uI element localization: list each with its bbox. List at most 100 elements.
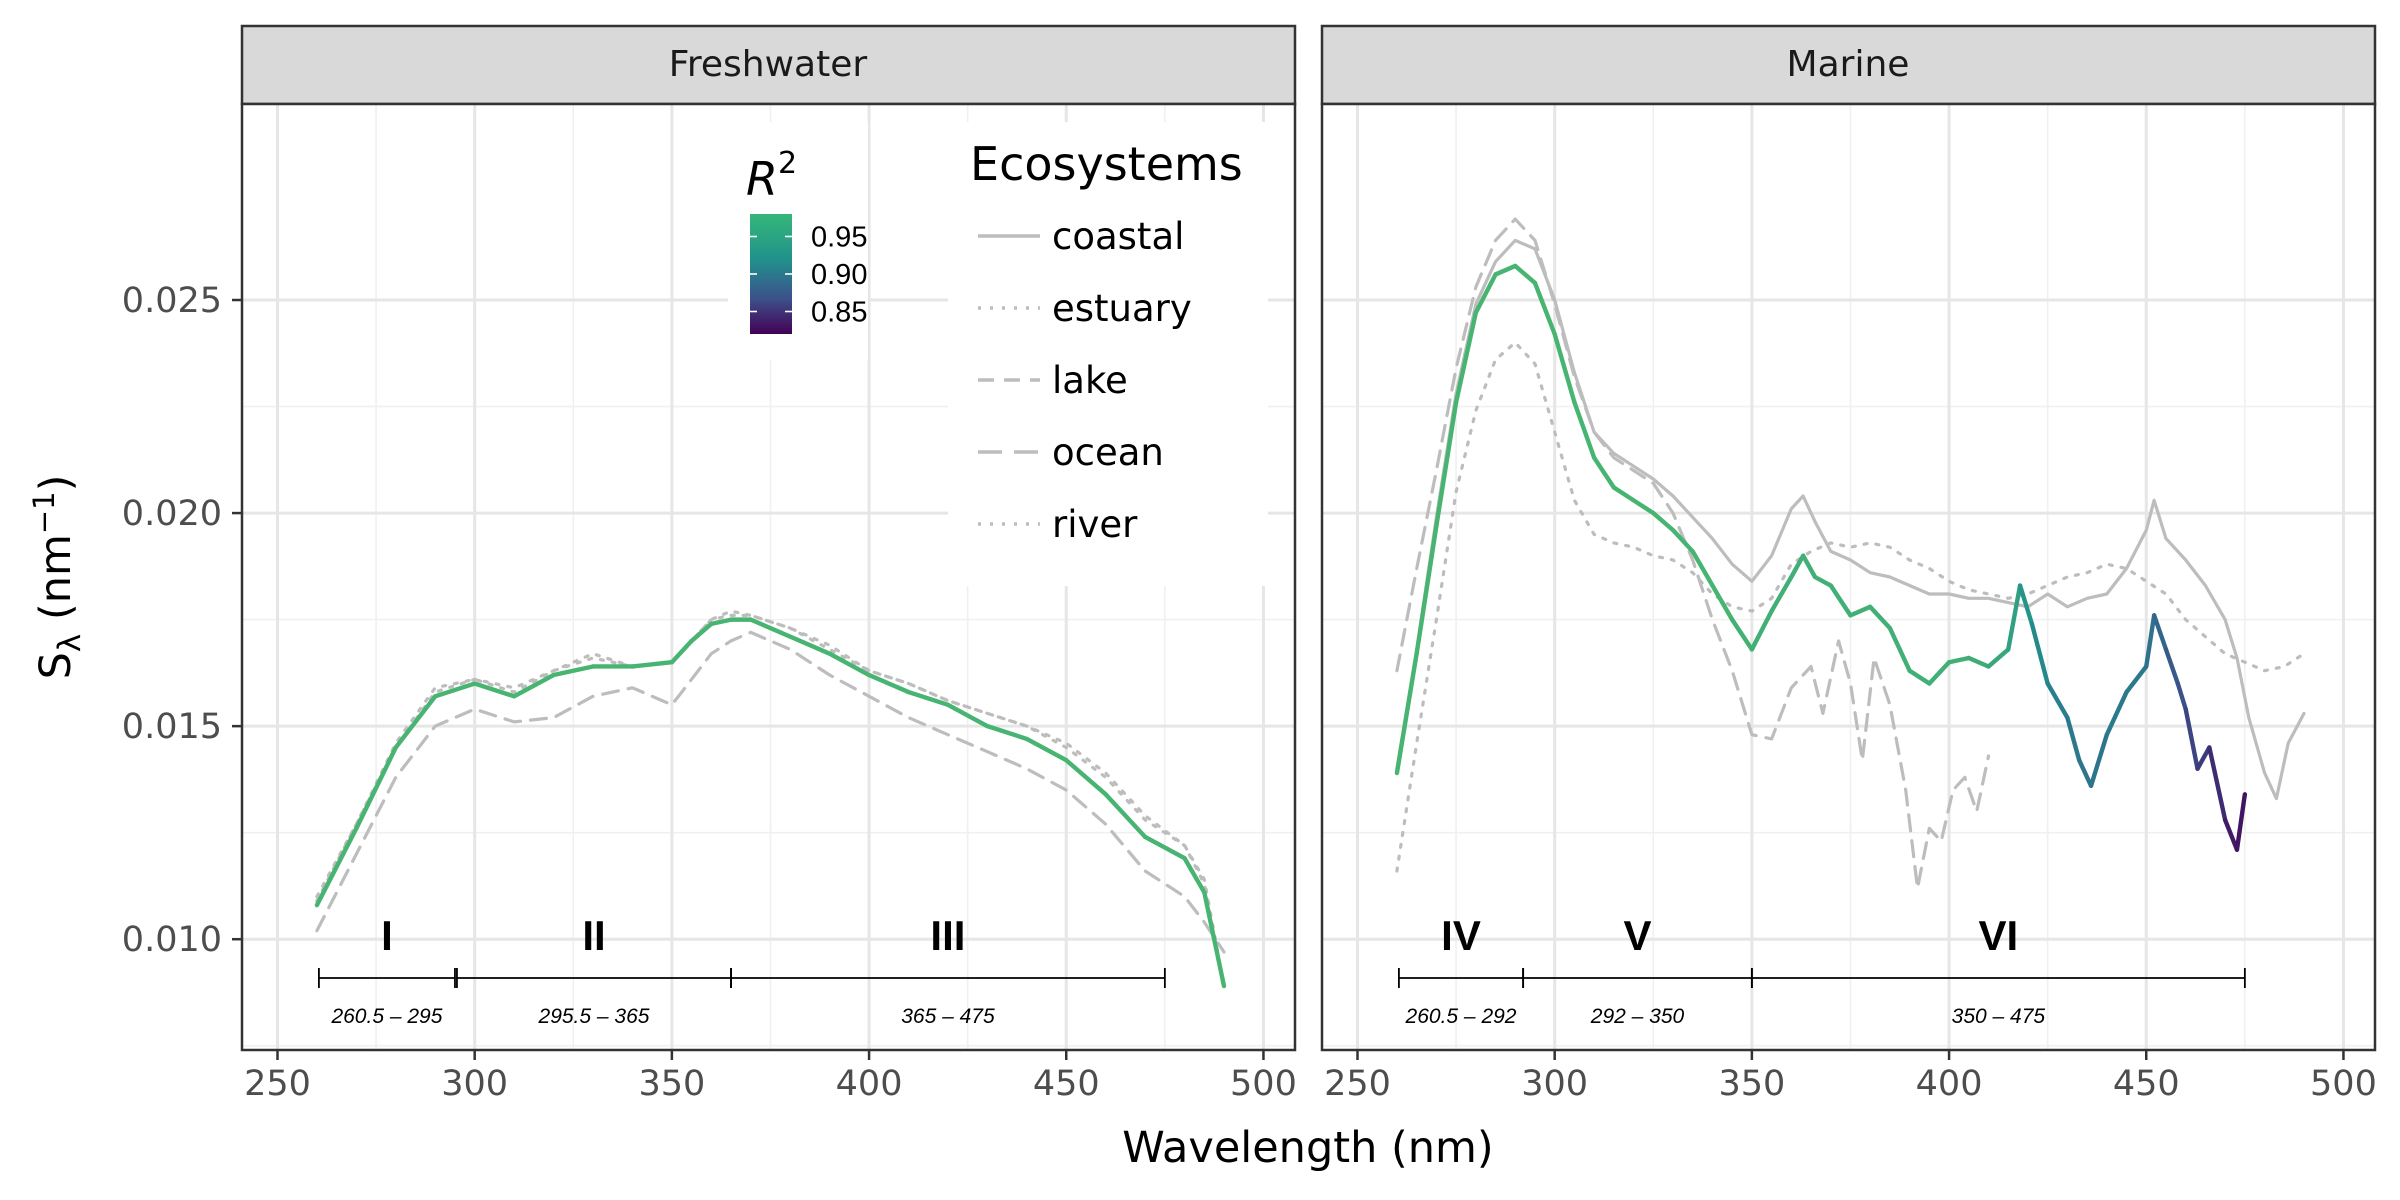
fit-line-segment xyxy=(2077,758,2094,789)
fit-line-segment xyxy=(1552,331,1577,405)
fit-line-segment xyxy=(2017,583,2035,627)
fit-line-segment xyxy=(551,664,596,678)
x-tick-label: 250 xyxy=(1324,1064,1391,1104)
fit-line-segment xyxy=(1651,510,1676,533)
region-label: III xyxy=(930,912,965,959)
fit-line-segment xyxy=(1434,400,1459,529)
region-range-label: 350 – 475 xyxy=(1952,1005,2046,1028)
strip-freshwater xyxy=(240,24,1297,106)
fit-line-segment xyxy=(1828,583,1853,618)
fit-line-segment xyxy=(2151,613,2169,652)
panel-border-freshwater xyxy=(240,102,1297,1052)
fit-line-segment xyxy=(709,617,734,627)
fit-line-segment xyxy=(1591,455,1617,490)
fit-line-segment xyxy=(2029,621,2050,686)
x-tick-label: 400 xyxy=(836,1064,903,1104)
fit-line-segment xyxy=(1690,549,1715,588)
fit-line-segment xyxy=(1473,272,1498,316)
fit-line-segment xyxy=(1789,553,1806,580)
fit-line-segment xyxy=(1907,668,1932,686)
fit-line-segment xyxy=(1453,310,1479,405)
fit-line-segment xyxy=(1611,485,1636,503)
fit-line-segment xyxy=(2234,792,2248,852)
series-line-estuary xyxy=(1395,341,2306,873)
fit-line-segment xyxy=(1867,604,1893,631)
legend-label-estuary: estuary xyxy=(1052,287,1192,330)
fit-line-segment xyxy=(1631,498,1656,516)
strip-title-marine: Marine xyxy=(1787,44,1910,85)
x-tick-label: 350 xyxy=(1718,1064,1785,1104)
colorbar-label: 0.95 xyxy=(811,222,867,254)
legend-label-lake: lake xyxy=(1052,359,1128,402)
x-tick-label: 300 xyxy=(1521,1064,1588,1104)
fit-line-segment xyxy=(1394,651,1419,776)
fit-line-segment xyxy=(314,826,359,908)
region-label: II xyxy=(582,912,605,959)
colorbar-label: 0.90 xyxy=(811,259,867,291)
fit-line-segment xyxy=(630,660,675,669)
fit-line-segment xyxy=(511,672,556,699)
x-tick-label: 300 xyxy=(441,1064,508,1104)
fit-line-segment xyxy=(1887,625,1912,673)
legend-background xyxy=(948,122,1268,586)
fit-line-segment xyxy=(2183,706,2200,771)
legend-items: coastal estuary lake ocean river xyxy=(978,215,1192,546)
colorbar-title: R2 xyxy=(746,146,797,206)
fit-line-segment xyxy=(787,634,832,656)
fit-line-segment xyxy=(1769,574,1794,614)
fit-line-segment xyxy=(1710,583,1735,622)
regions-marine: IV 260.5 – 292 V 292 – 350 VI 350 – 475 xyxy=(1398,912,2246,1028)
region-range-label: 260.5 – 292 xyxy=(1405,1005,1517,1028)
fit-line-segment xyxy=(1024,736,1069,763)
strip-title-freshwater: Freshwater xyxy=(669,44,868,85)
colorbar-ticks: 0.95 0.90 0.85 xyxy=(750,222,867,329)
fit-line-segment xyxy=(2124,664,2149,695)
fit-line-segment xyxy=(1513,263,1538,286)
fit-line-segment xyxy=(1572,400,1597,460)
y-axis-title: Sλ (nm−1) xyxy=(27,475,88,680)
fit-line-segment xyxy=(1182,856,1207,895)
x-tick-label: 450 xyxy=(1033,1064,1100,1104)
region-label: V xyxy=(1623,912,1651,959)
fit-line-segment xyxy=(2195,745,2212,771)
fit-line-segment xyxy=(689,621,714,644)
panel-marine: IV 260.5 – 292 V 292 – 350 VI 350 – 475 xyxy=(1320,102,2377,1052)
series-marine xyxy=(1394,217,2306,890)
region-range-label: 292 – 350 xyxy=(1590,1005,1685,1028)
x-tick-label: 450 xyxy=(2113,1064,2180,1104)
fit-line-segment xyxy=(1946,655,1971,665)
fit-line-segment xyxy=(1532,280,1557,337)
fit-line-segment xyxy=(393,694,438,750)
legend-label-ocean: ocean xyxy=(1052,431,1164,474)
x-axis-title: Wavelength (nm) xyxy=(1122,1123,1493,1173)
region-range-label: 295.5 – 365 xyxy=(538,1005,650,1028)
fit-line-segment xyxy=(1493,263,1518,277)
fit-line-segment xyxy=(1986,647,2011,669)
fit-line-segment xyxy=(1670,527,1695,554)
fit-line-segment xyxy=(2222,817,2240,852)
gridlines-marine xyxy=(1322,104,2375,1050)
legend-label-coastal: coastal xyxy=(1052,215,1184,258)
fit-line-segment xyxy=(985,723,1030,742)
colorbar-legend: R2 0.95 0.90 0.85 xyxy=(728,122,868,360)
fit-line-segment xyxy=(1414,523,1439,656)
fit-line-segment xyxy=(1729,617,1755,652)
panel-border-marine xyxy=(1320,102,2377,1052)
fit-line-segment xyxy=(2104,689,2129,737)
fit-line-segment xyxy=(945,702,990,729)
fit-line-segment xyxy=(1966,655,1991,669)
fit-line-segment xyxy=(866,672,911,695)
y-tick-label: 0.025 xyxy=(122,281,222,321)
colorbar-label: 0.85 xyxy=(811,297,867,329)
region-label: VI xyxy=(1979,912,2019,959)
x-tick-label: 400 xyxy=(1916,1064,1983,1104)
legend-title: Ecosystems xyxy=(970,137,1243,191)
fit-line-segment xyxy=(906,689,951,708)
axes: 250 300 350 400 450 500 0.010 0.015 0.020 0.025 25… xyxy=(122,281,2377,1104)
strip-marine xyxy=(1320,24,2377,106)
fit-line-segment xyxy=(1103,792,1148,840)
series-line-ocean xyxy=(1395,217,1991,890)
x-tick-label: 500 xyxy=(2310,1064,2377,1104)
y-tick-label: 0.010 xyxy=(122,920,222,960)
